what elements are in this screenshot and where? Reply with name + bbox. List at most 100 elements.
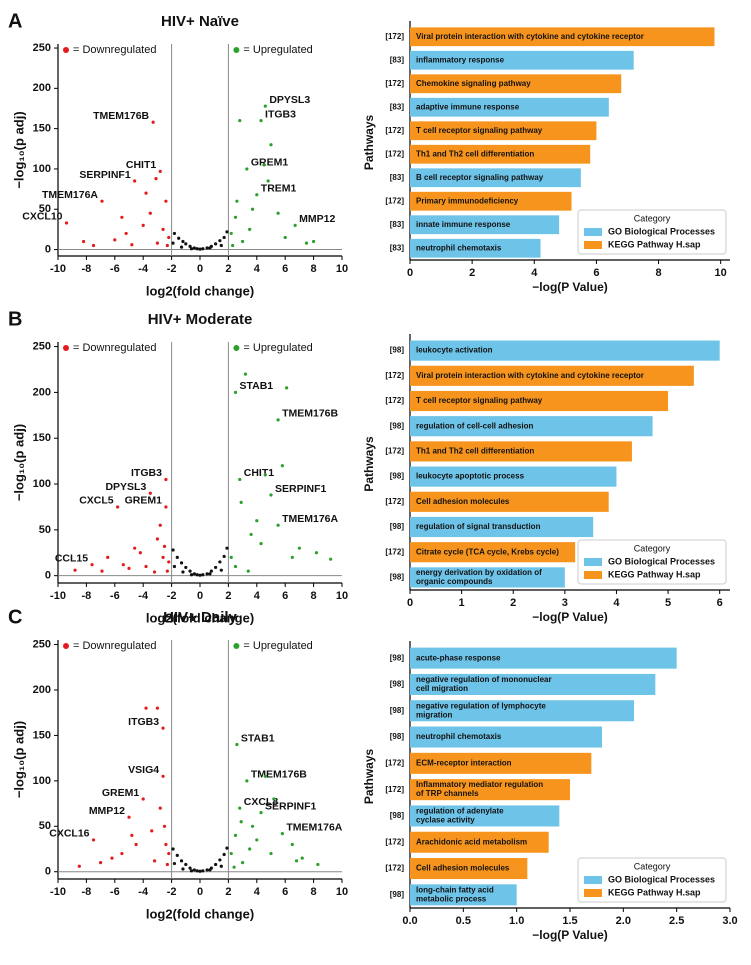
x-tick-label: 2 [225,886,231,898]
gene-label: MMP12 [299,213,335,225]
bar [410,466,617,487]
data-point [246,569,250,573]
legend-label: = Upregulated [243,44,312,56]
data-point [312,239,316,244]
data-point [155,241,159,245]
data-point [165,569,169,573]
data-point [208,246,212,250]
panel-letter: B [8,308,22,330]
bar [410,340,720,361]
legend-label: = Downregulated [73,44,156,56]
legend-label: KEGG Pathway H.sap [608,569,701,579]
data-point [263,473,267,477]
bar [410,805,560,827]
data-point [152,570,157,574]
data-point [266,179,270,183]
gene-label: GREM1 [125,495,163,507]
bar [410,144,591,164]
set-size-label: [98] [390,472,405,481]
gene-label: TMEM176B [282,408,338,420]
data-point [238,477,242,482]
data-point [233,564,238,569]
y-tick-label: 50 [39,524,51,536]
legend-box [577,209,727,255]
data-point [238,806,242,810]
set-size-label: [172] [385,785,404,794]
data-point [121,563,125,567]
data-point [133,179,137,183]
data-point [269,493,273,497]
gene-label: TMEM176A [282,513,338,525]
data-point [195,573,199,577]
data-point [233,390,238,394]
data-point [233,833,238,837]
x-tick-label: -10 [50,886,66,898]
y-tick-label: 250 [33,42,51,54]
bar [410,121,597,141]
data-point [175,555,179,559]
x-tick-label: 8 [311,886,317,898]
set-size-label: [172] [385,79,404,88]
set-size-label: [98] [390,811,405,820]
legend-swatch [584,241,602,249]
data-point [184,565,188,570]
x-tick-label: 6 [282,263,288,275]
data-point [243,372,248,376]
x-tick-label: 4 [254,886,261,898]
chart-title: HIV+ Naïve [161,13,239,30]
data-point [150,829,154,833]
data-point [110,856,114,860]
x-tick-label: 5 [665,597,671,609]
data-point [164,199,168,203]
data-point [179,859,184,863]
y-axis-label: −log₁₀(p adj) [11,721,26,798]
pathway-label: neutrophil chemotaxis [416,243,502,252]
data-point [195,247,199,251]
data-point [201,869,205,873]
data-point [192,246,196,250]
set-size-label: [98] [390,421,405,430]
x-tick-label: 4 [531,267,538,279]
bar [410,416,653,437]
data-point [165,243,169,248]
set-size-label: [172] [385,864,404,873]
set-size-label: [172] [385,196,404,205]
data-point [154,177,158,181]
gene-label: CXCL16 [49,828,89,840]
data-point [162,824,167,828]
data-point [189,247,194,251]
x-tick-label: 1.0 [509,915,524,927]
panel-letter: A [8,10,22,32]
x-tick-label: -6 [110,886,120,898]
y-tick-label: 200 [33,386,51,398]
data-point [171,241,175,245]
data-point [91,243,96,248]
pathway-label: adaptive immune response [416,102,520,111]
data-point [233,215,238,219]
pathway-label: Arachidonic acid metabolism [416,837,527,846]
data-point [205,572,209,576]
y-tick-label: 50 [39,203,51,215]
data-point [172,564,177,569]
data-point [250,207,255,211]
data-point [148,491,152,495]
x-tick-label: -8 [82,886,92,898]
data-point [290,555,294,559]
data-point [158,806,162,810]
data-point [209,569,213,573]
data-point [171,548,175,552]
data-point [133,546,137,550]
set-size-label: [172] [385,396,404,405]
set-size-label: [98] [390,732,405,741]
legend-label: KEGG Pathway H.sap [608,887,701,897]
data-point [189,869,194,873]
x-tick-label: 6 [717,597,723,609]
y-axis-label: −log₁₀(p adj) [11,424,26,501]
data-point [198,247,202,251]
gene-label: SERPINF1 [275,483,327,495]
data-point [269,143,273,147]
data-point [138,551,142,555]
data-point [232,865,236,869]
bar [410,858,528,880]
